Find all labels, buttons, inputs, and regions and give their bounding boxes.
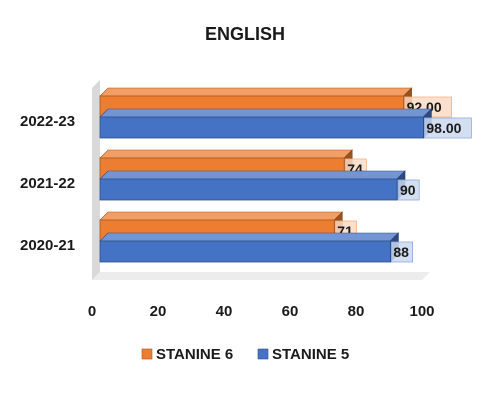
legend-item: STANINE 5 — [257, 346, 349, 363]
x-tick-label: 100 — [409, 303, 434, 320]
x-tick-label: 40 — [216, 303, 233, 320]
category-label: 2021-22 — [20, 175, 75, 192]
data-label-text: 88 — [393, 244, 409, 260]
x-axis-ticks: 0 20 40 60 80 100 — [88, 303, 435, 320]
x-tick-label: 20 — [150, 303, 167, 320]
category-label: 2022-23 — [20, 113, 75, 130]
legend-item: STANINE 6 — [141, 346, 233, 363]
data-label: 88 — [390, 241, 413, 263]
chart-title: ENGLISH — [205, 24, 285, 44]
bar-stanine-5-2022-23 — [99, 108, 433, 139]
data-label-text: 90 — [400, 182, 416, 198]
category-label: 2020-21 — [20, 237, 75, 254]
data-label: 98.00 — [423, 117, 472, 139]
chart-side-wall — [92, 80, 100, 280]
data-label: 90 — [397, 179, 420, 201]
data-label-text: 98.00 — [426, 120, 461, 136]
legend-swatch — [141, 348, 153, 360]
legend-label: STANINE 6 — [156, 346, 233, 363]
legend-label: STANINE 5 — [272, 346, 349, 363]
legend: STANINE 6 STANINE 5 — [141, 346, 349, 363]
y-axis-categories: 2022-23 2021-22 2020-21 — [20, 113, 75, 254]
x-tick-label: 80 — [348, 303, 365, 320]
x-tick-label: 0 — [88, 303, 96, 320]
chart-floor — [92, 272, 430, 280]
x-tick-label: 60 — [282, 303, 299, 320]
legend-swatch — [257, 348, 269, 360]
bar-stanine-5-2020-21 — [99, 232, 400, 263]
bar-stanine-5-2021-22 — [99, 170, 406, 201]
